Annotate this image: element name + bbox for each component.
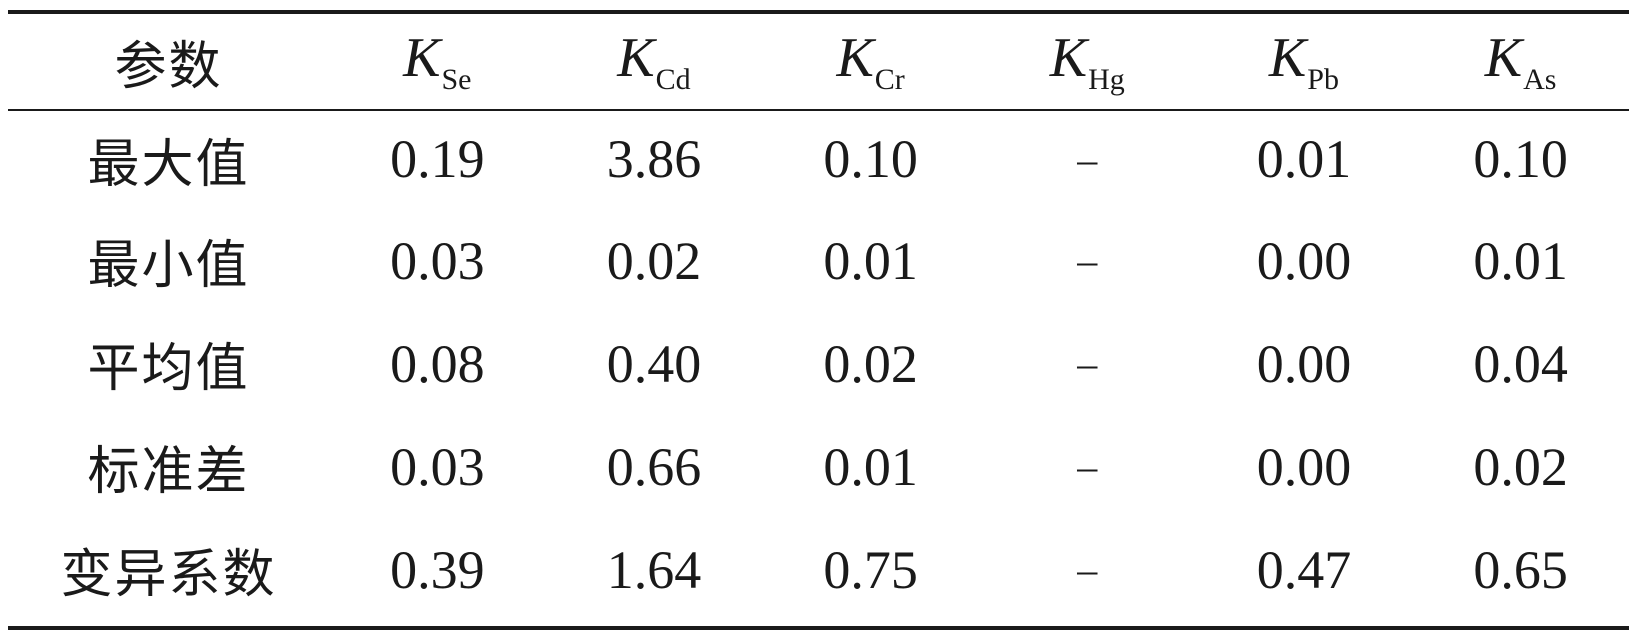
cell-k-cd: 1.64 bbox=[606, 539, 702, 600]
cell-k-hg: – bbox=[1077, 238, 1098, 283]
row-label: 最小值 bbox=[87, 236, 250, 296]
cell-k-as: 0.02 bbox=[1473, 436, 1568, 497]
header-param: 参数 bbox=[114, 37, 223, 97]
header-k-cr: KCr bbox=[762, 14, 979, 109]
cell-k-cd: 3.86 bbox=[606, 129, 702, 189]
row-label: 标准差 bbox=[87, 442, 250, 502]
header-symbol: K bbox=[403, 27, 441, 90]
header-symbol: K bbox=[1049, 27, 1088, 90]
cell-k-as: 0.65 bbox=[1473, 539, 1568, 600]
cell-k-pb: 0.00 bbox=[1256, 436, 1352, 497]
cell-k-pb: 0.01 bbox=[1256, 129, 1352, 189]
row-label: 平均值 bbox=[87, 339, 250, 399]
cell-k-pb: 0.47 bbox=[1256, 539, 1352, 600]
cell-k-as: 0.04 bbox=[1473, 333, 1568, 394]
row-label: 变异系数 bbox=[60, 545, 277, 605]
cell-k-hg: – bbox=[1077, 547, 1098, 592]
header-k-as: KAs bbox=[1412, 14, 1629, 109]
table-top-rule bbox=[8, 10, 1629, 14]
table-row-min: 最小值 0.03 0.02 0.01 – 0.00 0.01 bbox=[8, 209, 1629, 312]
cell-k-as: 0.10 bbox=[1473, 129, 1568, 189]
cell-k-cd: 0.66 bbox=[606, 436, 702, 497]
header-subscript: Cd bbox=[655, 62, 691, 96]
cell-k-hg: – bbox=[1077, 444, 1098, 489]
table-row-max: 最大值 0.19 3.86 0.10 – 0.01 0.10 bbox=[8, 109, 1629, 209]
cell-k-se: 0.08 bbox=[390, 333, 485, 394]
header-subscript: Cr bbox=[874, 62, 905, 96]
cell-k-hg: – bbox=[1077, 136, 1098, 182]
table-header-rule bbox=[8, 109, 1629, 111]
header-symbol: K bbox=[836, 27, 874, 90]
cell-k-cr: 0.01 bbox=[823, 230, 918, 291]
cell-k-cd: 0.02 bbox=[606, 230, 702, 291]
table-row-mean: 平均值 0.08 0.40 0.02 – 0.00 0.04 bbox=[8, 312, 1629, 415]
cell-k-se: 0.03 bbox=[390, 436, 485, 497]
header-symbol: K bbox=[1484, 27, 1523, 90]
header-k-se: KSe bbox=[329, 14, 546, 109]
cell-k-as: 0.01 bbox=[1473, 230, 1568, 291]
header-row: 参数 KSe KCd KCr KHg KPb KAs bbox=[8, 14, 1629, 109]
cell-k-cr: 0.75 bbox=[823, 539, 918, 600]
row-label: 最大值 bbox=[87, 134, 250, 195]
statistics-table: 参数 KSe KCd KCr KHg KPb KAs 最大值 0.19 3.86… bbox=[8, 14, 1629, 621]
statistics-table-container: 参数 KSe KCd KCr KHg KPb KAs 最大值 0.19 3.86… bbox=[8, 0, 1629, 638]
cell-k-pb: 0.00 bbox=[1256, 230, 1352, 291]
header-subscript: Pb bbox=[1307, 62, 1339, 96]
cell-k-cr: 0.02 bbox=[823, 333, 918, 394]
header-k-cd: KCd bbox=[546, 14, 763, 109]
cell-k-cr: 0.10 bbox=[823, 129, 918, 189]
cell-k-se: 0.03 bbox=[390, 230, 485, 291]
header-symbol: K bbox=[1268, 27, 1307, 90]
cell-k-se: 0.39 bbox=[390, 539, 485, 600]
table-bottom-rule bbox=[8, 626, 1629, 630]
cell-k-hg: – bbox=[1077, 341, 1098, 386]
cell-k-cr: 0.01 bbox=[823, 436, 918, 497]
header-k-pb: KPb bbox=[1196, 14, 1413, 109]
header-symbol: K bbox=[617, 27, 655, 90]
header-k-hg: KHg bbox=[979, 14, 1196, 109]
table-row-cv: 变异系数 0.39 1.64 0.75 – 0.47 0.65 bbox=[8, 518, 1629, 621]
header-subscript: Se bbox=[441, 62, 472, 96]
cell-k-pb: 0.00 bbox=[1256, 333, 1352, 394]
table-row-std: 标准差 0.03 0.66 0.01 – 0.00 0.02 bbox=[8, 415, 1629, 518]
cell-k-cd: 0.40 bbox=[606, 333, 702, 394]
header-subscript: As bbox=[1523, 62, 1557, 96]
header-subscript: Hg bbox=[1088, 62, 1125, 96]
cell-k-se: 0.19 bbox=[390, 129, 485, 189]
